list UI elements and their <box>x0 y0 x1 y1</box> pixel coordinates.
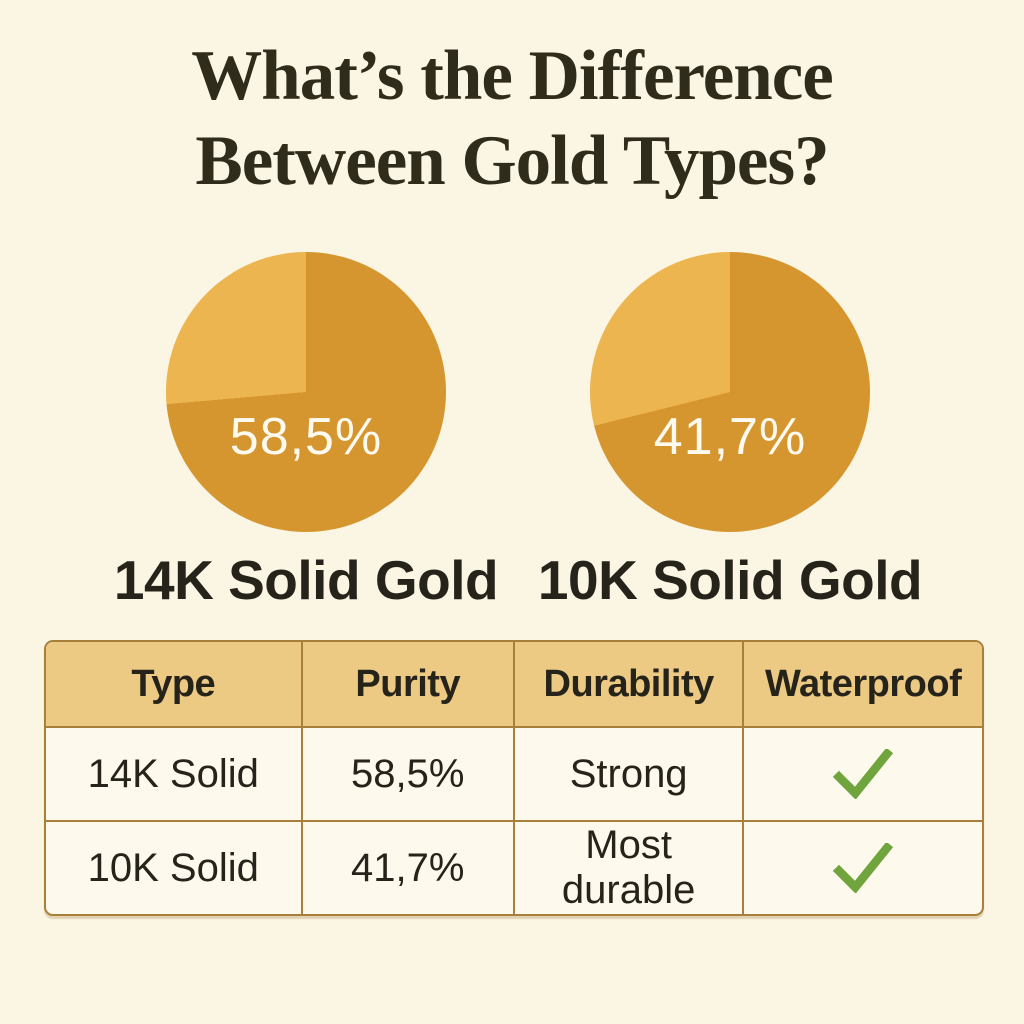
pie-caption-14k: 14K Solid Gold <box>113 549 499 611</box>
table-row-10k: 10K Solid 41,7% Most durable <box>46 821 982 914</box>
column-header-waterproof: Waterproof <box>743 642 982 728</box>
pie-label-14k-purity: 58,5% <box>229 407 383 466</box>
checkmark-icon <box>832 749 894 799</box>
cell-purity-14k: 58,5% <box>301 727 515 822</box>
page-title: What’s the Difference Between Gold Types… <box>0 34 1024 204</box>
comparison-table: Type Purity Durability Waterproof 14K So… <box>44 640 984 916</box>
gold-types-table: Type Purity Durability Waterproof 14K So… <box>46 642 982 914</box>
table-header-row: Type Purity Durability Waterproof <box>46 642 982 728</box>
pie-label-10k-purity: 41,7% <box>653 407 807 466</box>
cell-waterproof-10k <box>743 821 982 914</box>
cell-purity-10k: 41,7% <box>301 821 515 914</box>
checkmark-icon <box>832 843 894 893</box>
column-header-purity: Purity <box>301 642 515 728</box>
title-line-2: Between Gold Types? <box>195 122 829 201</box>
pie-chart-14k-gold: 58,5% <box>166 252 446 532</box>
title-line-1: What’s the Difference <box>191 37 833 115</box>
cell-type-14k: 14K Solid <box>46 727 303 822</box>
cell-durability-10k: Most durable <box>513 821 745 914</box>
column-header-type: Type <box>46 642 303 728</box>
cell-waterproof-14k <box>743 727 982 822</box>
column-header-durability: Durability <box>513 642 745 728</box>
pie-chart-10k-gold: 41,7% <box>590 252 870 532</box>
pie-caption-10k: 10K Solid Gold <box>537 549 923 611</box>
cell-type-10k: 10K Solid <box>46 821 303 914</box>
table-row: Type Purity Durability Waterproof <box>46 642 982 728</box>
table-row-14k: 14K Solid 58,5% Strong <box>46 727 982 822</box>
cell-durability-14k: Strong <box>513 727 745 822</box>
